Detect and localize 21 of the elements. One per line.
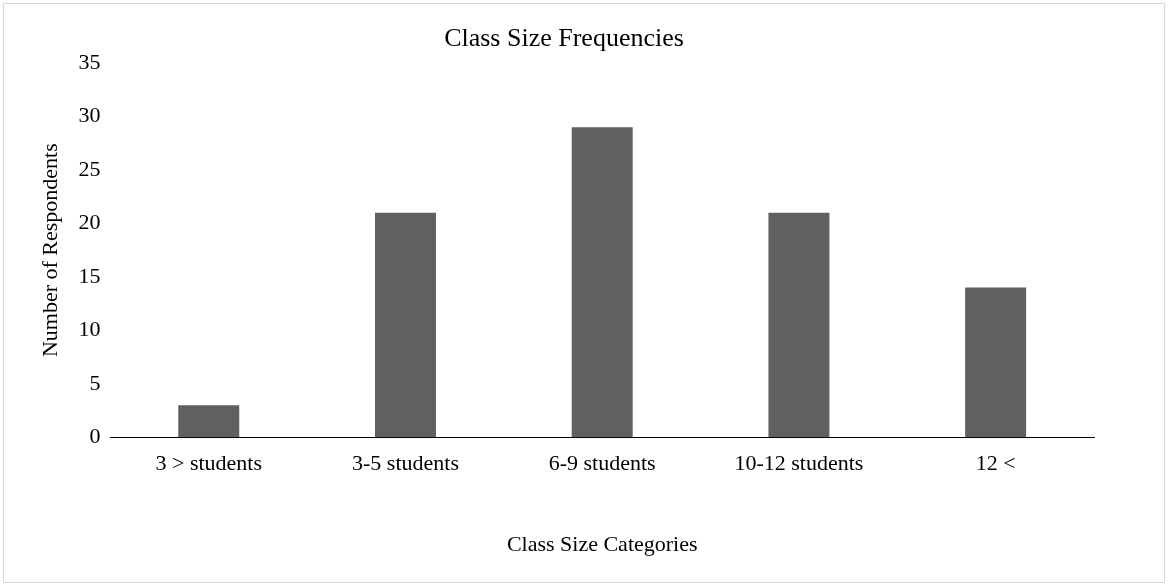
- x-tick-label: 3 > students: [155, 450, 263, 476]
- y-tick-label: 0: [89, 422, 101, 448]
- y-tick-label: 20: [78, 209, 101, 235]
- x-axis-title: Class Size Categories: [506, 530, 698, 556]
- y-tick-label: 15: [78, 262, 101, 288]
- x-tick-label: 12 <: [975, 450, 1016, 476]
- bar: [571, 127, 633, 438]
- y-tick-label: 25: [78, 155, 101, 181]
- bar: [965, 287, 1027, 438]
- bar: [178, 405, 240, 438]
- x-tick-label: 3-5 students: [352, 450, 459, 476]
- y-tick-label: 10: [78, 316, 101, 342]
- bar: [768, 212, 830, 438]
- x-tick-label: 10-12 students: [734, 450, 864, 476]
- bar: [374, 212, 436, 438]
- y-tick-label: 35: [78, 48, 101, 74]
- chart-title: Class Size Frequencies: [444, 23, 684, 53]
- y-axis-title: Number of Respondents: [36, 143, 62, 358]
- x-tick-label: 6-9 students: [548, 450, 656, 476]
- y-tick-label: 5: [89, 369, 101, 395]
- y-tick-label: 30: [78, 102, 101, 128]
